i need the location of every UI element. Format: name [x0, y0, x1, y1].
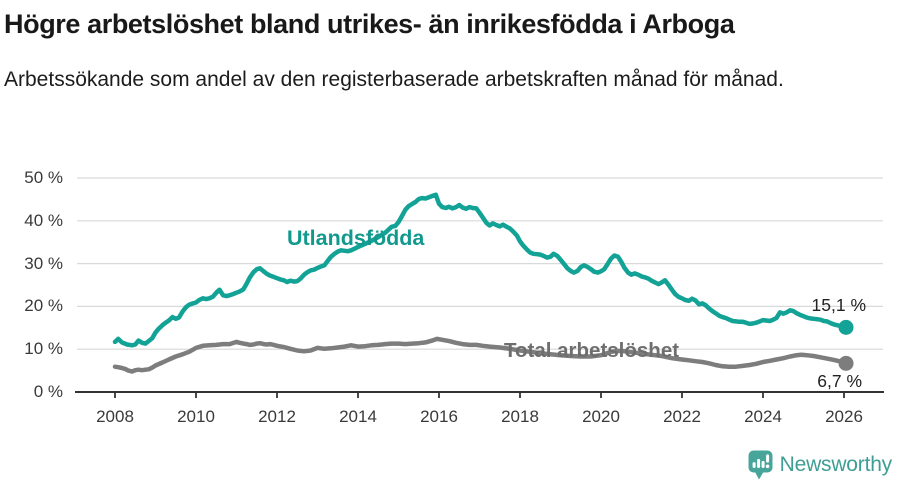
y-tick-label: 10 %: [24, 339, 63, 359]
y-tick-label: 20 %: [24, 296, 63, 316]
end-value-label-total-arbetsloshet: 6,7 %: [817, 371, 862, 391]
series-line-1: [112, 336, 849, 374]
series-end-dot-1: [838, 355, 854, 371]
newsworthy-bar-chart-bubble-icon: [748, 450, 773, 480]
x-tick-label: 2012: [258, 407, 296, 426]
series-label-utlandsfodda: Utlandsfödda: [287, 226, 425, 250]
chart-subtitle: Arbetssökande som andel av den registerb…: [4, 67, 784, 91]
x-tick-label: 2026: [825, 407, 863, 426]
newsworthy-logo[interactable]: Newsworthy: [748, 450, 892, 480]
y-tick-label: 0 %: [33, 382, 63, 401]
series-line-0: [112, 192, 849, 348]
y-tick-label: 50 %: [24, 168, 63, 187]
end-value-label-utlandsfodda: 15,1 %: [811, 295, 866, 315]
x-tick-label: 2018: [501, 407, 539, 426]
x-tick-label: 2008: [96, 407, 134, 426]
line-chart: Utlandsfödda Total arbetslöshet 15,1 % 6…: [0, 155, 900, 460]
x-tick-label: 2024: [744, 407, 782, 426]
chart-title: Högre arbetslöshet bland utrikes- än inr…: [4, 9, 735, 39]
newsworthy-wordmark: Newsworthy: [779, 453, 893, 476]
y-tick-label: 30 %: [24, 253, 63, 273]
x-tick-label: 2010: [177, 407, 215, 426]
series-label-total-arbetsloshet: Total arbetslöshet: [504, 339, 680, 362]
plot-canvas: [75, 177, 884, 398]
x-tick-label: 2014: [339, 407, 377, 426]
x-tick-label: 2022: [663, 407, 701, 426]
series-end-dot-0: [838, 319, 854, 335]
x-tick-label: 2020: [582, 407, 620, 426]
y-tick-label: 40 %: [24, 210, 63, 230]
x-tick-label: 2016: [420, 407, 458, 426]
